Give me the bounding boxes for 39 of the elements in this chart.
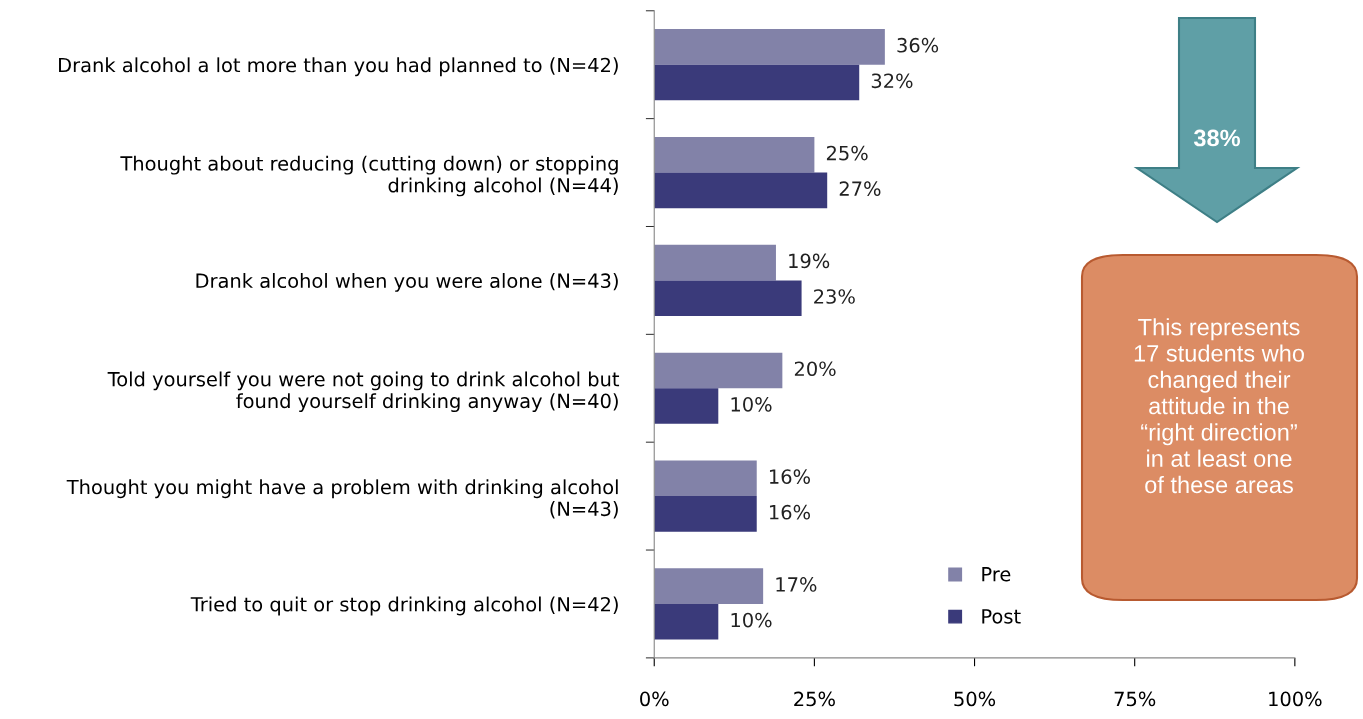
- annotation: This represents 17 students who changed their attitude in the “right direction” in at least one of these areas: [1134, 318, 1304, 494]
- y-tick-label: Drank alcohol when you were alone (N=43): [196, 273, 618, 292]
- data-label: 16%: [769, 504, 810, 520]
- bar: [654, 388, 719, 424]
- bar: [654, 244, 776, 281]
- data-label: 10%: [731, 396, 772, 412]
- data-label: 10%: [731, 612, 772, 628]
- data-label: 27%: [839, 181, 881, 196]
- annotation: 38%: [1193, 129, 1241, 147]
- data-label: 17%: [776, 577, 817, 592]
- y-tick-label: Drank alcohol a lot more than you had planned to (N=42): [59, 57, 618, 77]
- x-tick-label: 0%: [640, 691, 669, 707]
- bar: [654, 460, 757, 497]
- y-tick-label: Told yourself you were not going to drink alcohol but found yourself drinking anyway (N=40): [107, 371, 620, 413]
- data-label: 19%: [789, 253, 830, 269]
- legend-label: Pre: [982, 567, 1011, 582]
- x-tick-label: 75%: [1114, 691, 1156, 707]
- data-label: 32%: [871, 73, 913, 89]
- bar: [654, 603, 719, 640]
- bar: [654, 280, 802, 316]
- data-label: 23%: [814, 289, 855, 304]
- x-tick-label: 50%: [954, 691, 996, 707]
- bar: [654, 136, 815, 173]
- legend-label: Post: [982, 609, 1021, 624]
- y-tick-label: Thought about reducing (cutting down) or stopping drinking alcohol (N=44): [120, 155, 618, 197]
- bar: [654, 352, 783, 389]
- bar: [654, 568, 764, 604]
- data-label: 20%: [794, 361, 836, 377]
- bar: [654, 64, 860, 101]
- bar: [654, 172, 828, 209]
- y-tick-label: Tried to quit or stop drinking alcohol (N=42): [190, 596, 618, 616]
- x-tick-label: 100%: [1269, 691, 1322, 707]
- x-tick-label: 25%: [794, 691, 835, 707]
- y-tick-label: Thought you might have a problem with drinking alcohol (N=43): [66, 479, 618, 519]
- data-label: 25%: [826, 145, 868, 161]
- bar: [654, 496, 757, 532]
- data-label: 36%: [897, 37, 939, 53]
- bar: [654, 29, 885, 65]
- data-label: 16%: [769, 469, 810, 484]
